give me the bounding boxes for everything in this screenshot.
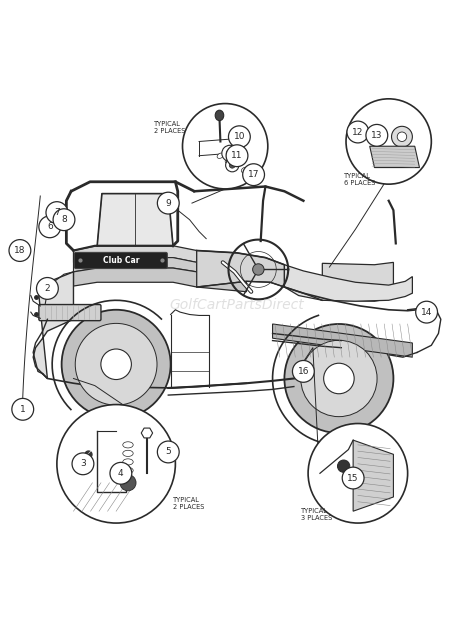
Circle shape (53, 209, 75, 231)
Text: 1: 1 (20, 405, 26, 414)
Circle shape (101, 349, 131, 379)
Text: TYPICAL
2 PLACES: TYPICAL 2 PLACES (173, 497, 204, 510)
Circle shape (243, 164, 264, 186)
Polygon shape (33, 272, 73, 379)
Circle shape (75, 323, 157, 405)
Polygon shape (322, 262, 393, 293)
Circle shape (416, 301, 438, 323)
Polygon shape (141, 428, 153, 438)
Circle shape (222, 145, 238, 162)
Circle shape (397, 132, 407, 142)
Text: GolfCartPartsDirect: GolfCartPartsDirect (170, 298, 304, 312)
Circle shape (308, 423, 408, 523)
Circle shape (72, 453, 94, 475)
Circle shape (9, 240, 31, 262)
Polygon shape (284, 265, 412, 301)
Ellipse shape (241, 167, 248, 172)
Circle shape (253, 264, 264, 275)
Circle shape (337, 460, 350, 472)
Text: 8: 8 (61, 215, 67, 224)
Circle shape (157, 192, 179, 214)
Text: 16: 16 (298, 367, 309, 376)
Circle shape (46, 202, 68, 223)
Circle shape (226, 159, 239, 172)
Polygon shape (97, 194, 173, 246)
Text: 14: 14 (421, 308, 432, 316)
Circle shape (292, 360, 314, 382)
Text: 11: 11 (231, 151, 243, 160)
Text: 6: 6 (47, 222, 53, 231)
Circle shape (226, 150, 234, 157)
Circle shape (226, 145, 248, 167)
Ellipse shape (233, 162, 240, 168)
Text: 7: 7 (54, 208, 60, 217)
Ellipse shape (123, 459, 133, 465)
Text: 18: 18 (14, 246, 26, 255)
Circle shape (324, 363, 354, 394)
Polygon shape (73, 258, 197, 272)
Circle shape (284, 324, 393, 433)
Circle shape (355, 125, 368, 138)
Text: TYPICAL
6 PLACES: TYPICAL 6 PLACES (344, 173, 375, 186)
Text: TYPICAL
3 PLACES: TYPICAL 3 PLACES (301, 508, 332, 521)
Polygon shape (73, 268, 246, 292)
Text: 2: 2 (45, 284, 50, 293)
Text: 3: 3 (80, 459, 86, 469)
Circle shape (342, 467, 364, 489)
Ellipse shape (123, 442, 133, 448)
Circle shape (39, 216, 61, 238)
Ellipse shape (123, 467, 133, 474)
Ellipse shape (123, 476, 133, 482)
FancyBboxPatch shape (39, 304, 101, 321)
Text: 12: 12 (352, 128, 364, 136)
Polygon shape (73, 246, 197, 262)
Circle shape (346, 99, 431, 184)
Circle shape (62, 309, 171, 419)
Text: 10: 10 (234, 132, 245, 142)
Text: Club Car: Club Car (102, 256, 139, 265)
Polygon shape (370, 146, 419, 167)
Circle shape (157, 441, 179, 463)
Ellipse shape (215, 110, 224, 121)
Circle shape (182, 104, 268, 189)
Ellipse shape (217, 153, 224, 159)
Circle shape (229, 162, 235, 168)
Polygon shape (197, 250, 284, 287)
Circle shape (36, 277, 58, 299)
FancyBboxPatch shape (74, 252, 167, 269)
Text: 9: 9 (165, 199, 171, 208)
Circle shape (347, 121, 369, 143)
Text: 15: 15 (347, 474, 359, 482)
Ellipse shape (123, 450, 133, 457)
Polygon shape (273, 324, 412, 357)
Circle shape (12, 398, 34, 420)
Circle shape (301, 340, 377, 416)
Text: 4: 4 (118, 469, 124, 478)
Text: 13: 13 (371, 131, 383, 140)
Text: 5: 5 (165, 447, 171, 457)
Polygon shape (287, 279, 393, 301)
Text: TYPICAL
2 PLACES: TYPICAL 2 PLACES (154, 121, 185, 134)
Circle shape (228, 126, 250, 148)
Circle shape (392, 126, 412, 147)
Circle shape (110, 462, 132, 484)
Polygon shape (353, 440, 393, 511)
Circle shape (120, 475, 136, 491)
Text: 17: 17 (248, 170, 259, 179)
Circle shape (57, 404, 175, 523)
Circle shape (366, 125, 388, 146)
Ellipse shape (225, 158, 232, 163)
